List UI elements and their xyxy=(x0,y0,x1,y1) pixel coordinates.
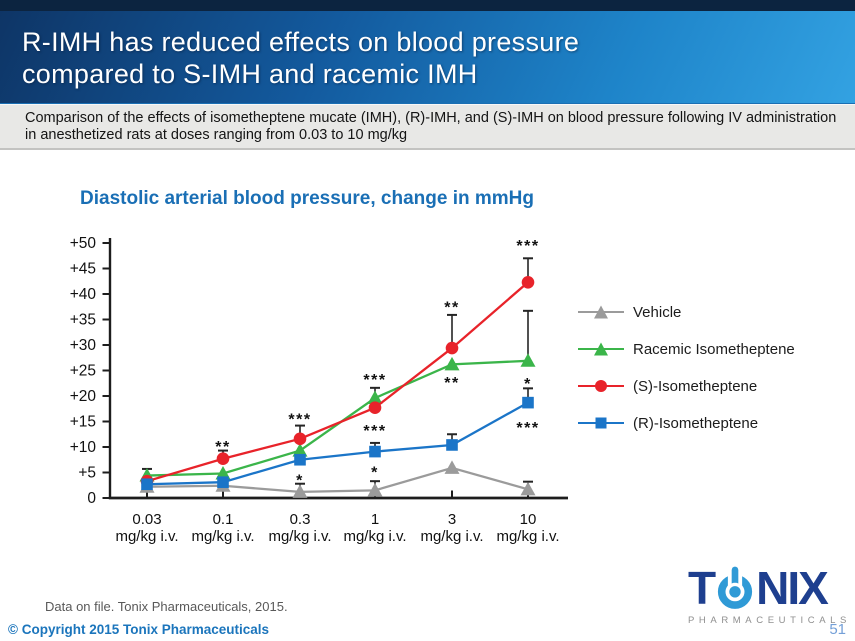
logo-word: T N IX xyxy=(688,564,852,612)
slide-title-line2: compared to S-IMH and racemic IMH xyxy=(22,59,478,89)
legend-marker-triangle-icon xyxy=(578,342,624,356)
top-strip xyxy=(0,0,855,11)
legend-label: Racemic Isometheptene xyxy=(633,340,795,358)
svg-text:+5: +5 xyxy=(78,465,96,482)
svg-text:1: 1 xyxy=(371,511,379,528)
svg-text:+30: +30 xyxy=(70,337,97,354)
svg-text:*: * xyxy=(524,376,532,393)
legend-label: Vehicle xyxy=(633,303,682,321)
svg-text:+15: +15 xyxy=(70,414,96,431)
svg-text:mg/kg i.v.: mg/kg i.v. xyxy=(343,528,406,545)
logo-letter-n: N xyxy=(756,562,789,614)
svg-text:mg/kg i.v.: mg/kg i.v. xyxy=(115,528,178,545)
line-chart: 0 +5 +10 +15 +20 +25 +30 +35 +40 +45 +50 0.03 mg/kg … xyxy=(70,235,568,545)
tonix-logo: T N IX PHARMACEUTICALS xyxy=(688,564,852,626)
legend-item: Racemic Isometheptene xyxy=(578,340,795,358)
chart-title: Diastolic arterial blood pressure, chang… xyxy=(80,188,535,209)
svg-text:*: * xyxy=(296,473,304,490)
logo-letter-t: T xyxy=(688,562,716,614)
svg-text:3: 3 xyxy=(448,511,456,528)
svg-text:0.03: 0.03 xyxy=(132,511,161,528)
svg-text:***: *** xyxy=(516,238,539,255)
svg-text:**: ** xyxy=(444,300,459,317)
svg-text:mg/kg i.v.: mg/kg i.v. xyxy=(420,528,483,545)
legend-item: (R)-Isometheptene xyxy=(578,414,795,432)
svg-text:***: *** xyxy=(363,372,386,389)
slide-header: R-IMH has reduced effects on blood press… xyxy=(0,11,855,104)
svg-text:+10: +10 xyxy=(70,439,97,456)
svg-text:***: *** xyxy=(516,420,539,437)
svg-text:mg/kg i.v.: mg/kg i.v. xyxy=(191,528,254,545)
svg-text:+25: +25 xyxy=(70,363,96,380)
subtitle-band: Comparison of the effects of isomethepte… xyxy=(0,104,855,150)
svg-text:0: 0 xyxy=(87,490,96,507)
logo-letters-ix: IX xyxy=(787,562,828,614)
legend-item: Vehicle xyxy=(578,303,795,321)
svg-text:+35: +35 xyxy=(70,312,96,329)
legend-marker-square-icon xyxy=(578,417,624,429)
svg-text:+50: +50 xyxy=(70,235,97,252)
page-number: 51 xyxy=(829,621,846,638)
svg-text:mg/kg i.v.: mg/kg i.v. xyxy=(496,528,559,545)
svg-text:*: * xyxy=(371,464,379,481)
legend-item: (S)-Isometheptene xyxy=(578,377,795,395)
logo-subtext: PHARMACEUTICALS xyxy=(688,615,851,626)
svg-text:+45: +45 xyxy=(70,261,96,278)
legend-marker-circle-icon xyxy=(578,380,624,392)
legend-label: (R)-Isometheptene xyxy=(633,414,759,432)
copyright-text: © Copyright 2015 Tonix Pharmaceuticals xyxy=(8,622,270,637)
legend-label: (S)-Isometheptene xyxy=(633,377,758,395)
slide-title-line1: R-IMH has reduced effects on blood press… xyxy=(22,27,580,57)
svg-text:**: ** xyxy=(444,375,459,392)
footnote-text: Data on file. Tonix Pharmaceuticals, 201… xyxy=(45,599,288,614)
svg-text:**: ** xyxy=(215,439,230,456)
chart-legend: Vehicle Racemic Isometheptene (S)-Isomethe… xyxy=(578,303,795,432)
power-button-icon xyxy=(718,566,753,609)
svg-text:0.3: 0.3 xyxy=(290,511,311,528)
slide-title: R-IMH has reduced effects on blood press… xyxy=(0,11,855,90)
svg-text:+20: +20 xyxy=(70,388,97,405)
subtitle-text: Comparison of the effects of isomethepte… xyxy=(25,110,837,143)
legend-marker-triangle-icon xyxy=(578,305,624,319)
svg-text:mg/kg i.v.: mg/kg i.v. xyxy=(268,528,331,545)
svg-text:***: *** xyxy=(288,411,311,428)
svg-text:10: 10 xyxy=(520,511,537,528)
svg-text:+40: +40 xyxy=(70,286,97,303)
svg-text:0.1: 0.1 xyxy=(213,511,234,528)
svg-text:***: *** xyxy=(363,423,386,440)
